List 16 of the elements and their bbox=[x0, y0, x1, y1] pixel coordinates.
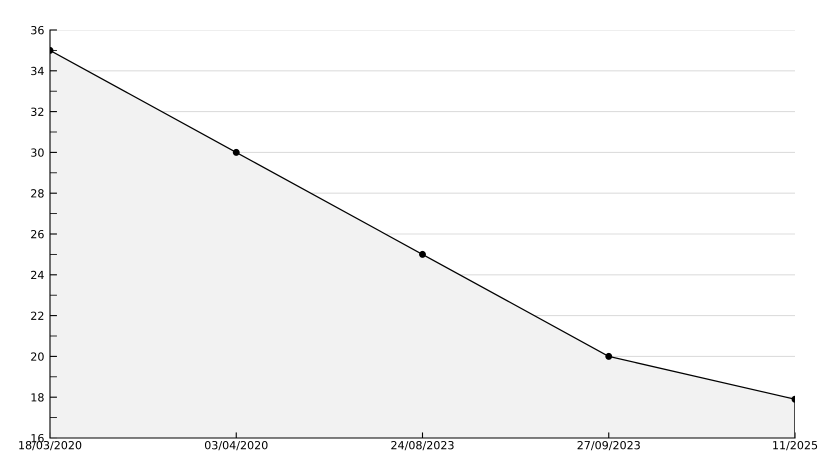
y-tick-label: 20 bbox=[31, 352, 44, 361]
y-tick-label: 28 bbox=[31, 189, 44, 198]
y-tick-label: 22 bbox=[31, 312, 44, 320]
x-tick-label: 18/03/2020 bbox=[19, 440, 82, 450]
y-tick-label: 32 bbox=[31, 108, 44, 116]
y-tick-label: 36 bbox=[31, 26, 44, 34]
x-tick-label: 27/09/2023 bbox=[578, 440, 640, 450]
y-tick-label: 26 bbox=[31, 230, 44, 238]
y-tick-label: 18 bbox=[32, 393, 44, 402]
x-tick-label: 03/04/2020 bbox=[204, 440, 268, 450]
x-tick-label: 24/08/2023 bbox=[391, 440, 454, 450]
y-tick-label: 30 bbox=[31, 148, 44, 157]
x-tick-label: 11/2025 bbox=[773, 440, 818, 450]
y-tick-label: 24 bbox=[31, 270, 44, 280]
y-tick-label: 16 bbox=[32, 434, 44, 442]
y-tick-label: 34 bbox=[31, 66, 44, 76]
